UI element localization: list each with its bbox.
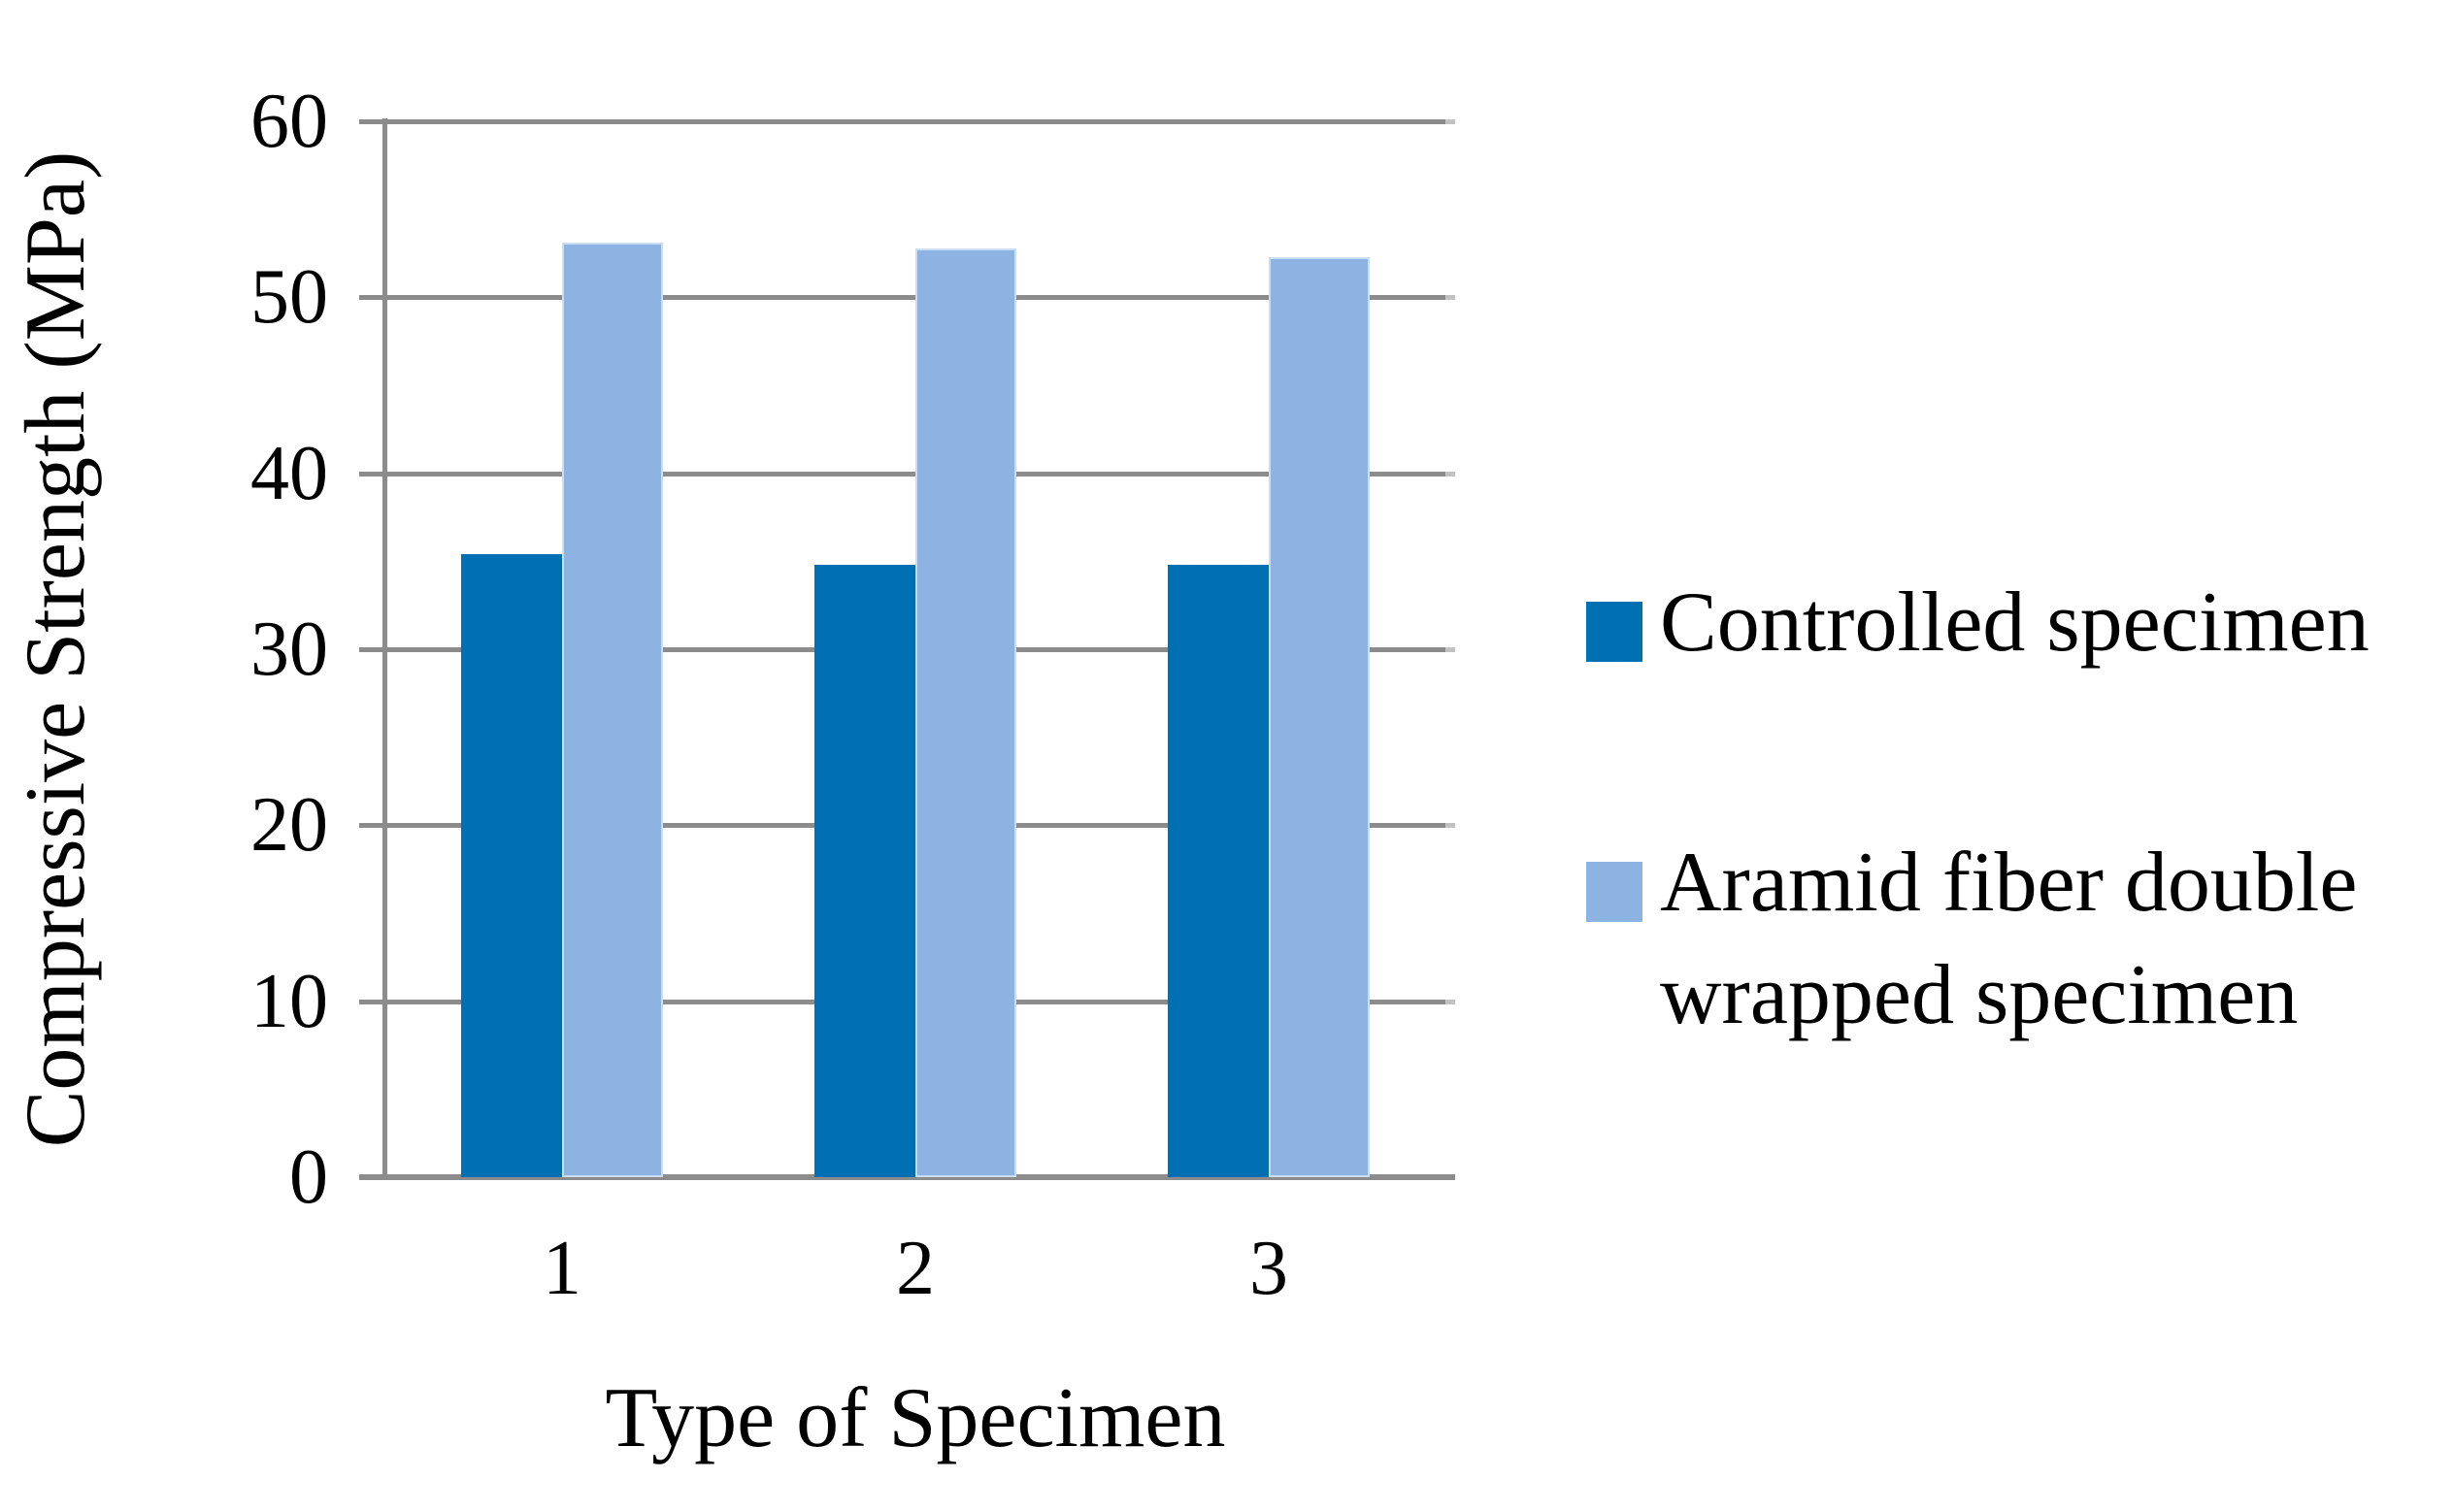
y-tick-10 xyxy=(359,999,385,1004)
y-axis-title: Compressive Strength (MPa) xyxy=(9,150,103,1148)
x-tick-label-2: 2 xyxy=(896,1226,935,1311)
y-tick-60 xyxy=(359,119,385,124)
gridline-end-stub-10 xyxy=(1445,999,1455,1004)
y-tick-label-0: 0 xyxy=(289,1134,328,1220)
legend-item-1: Aramid fiber double wrapped specimen xyxy=(1586,836,2454,1052)
x-axis-title: Type of Specimen xyxy=(605,1371,1226,1465)
gridline-60 xyxy=(385,119,1445,124)
gridline-end-stub-50 xyxy=(1445,295,1455,301)
legend-swatch-icon-0 xyxy=(1586,602,1642,662)
legend-swatch-icon-1 xyxy=(1586,862,1642,922)
y-tick-30 xyxy=(359,647,385,652)
x-tick-label-1: 1 xyxy=(543,1226,581,1311)
x-tick-label-3: 3 xyxy=(1249,1226,1288,1311)
y-tick-label-60: 60 xyxy=(250,79,328,164)
y-axis-line xyxy=(382,118,387,1180)
y-tick-label-20: 20 xyxy=(250,782,328,869)
bar-series1-group3 xyxy=(1269,256,1370,1177)
y-tick-20 xyxy=(359,823,385,829)
x-axis-line xyxy=(359,1174,1455,1180)
y-tick-label-30: 30 xyxy=(250,607,328,692)
gridline-end-stub-20 xyxy=(1445,823,1455,829)
y-tick-40 xyxy=(359,471,385,477)
gridline-end-stub-60 xyxy=(1445,119,1455,124)
y-tick-label-40: 40 xyxy=(250,430,328,516)
gridline-end-stub-40 xyxy=(1445,471,1455,477)
legend-label-0: Controlled specimen xyxy=(1660,575,2370,670)
y-tick-label-50: 50 xyxy=(250,254,328,341)
bar-series0-group1 xyxy=(461,554,562,1177)
gridline-end-stub-30 xyxy=(1445,647,1455,652)
bar-series0-group2 xyxy=(814,564,915,1177)
y-tick-50 xyxy=(359,295,385,301)
y-tick-label-10: 10 xyxy=(250,958,328,1044)
legend-label-1: Aramid fiber double wrapped specimen xyxy=(1660,836,2358,1042)
bar-series0-group3 xyxy=(1168,564,1269,1177)
bar-series1-group1 xyxy=(562,243,663,1177)
legend-item-0: Controlled specimen xyxy=(1586,575,2454,679)
bar-series1-group2 xyxy=(915,247,1016,1177)
